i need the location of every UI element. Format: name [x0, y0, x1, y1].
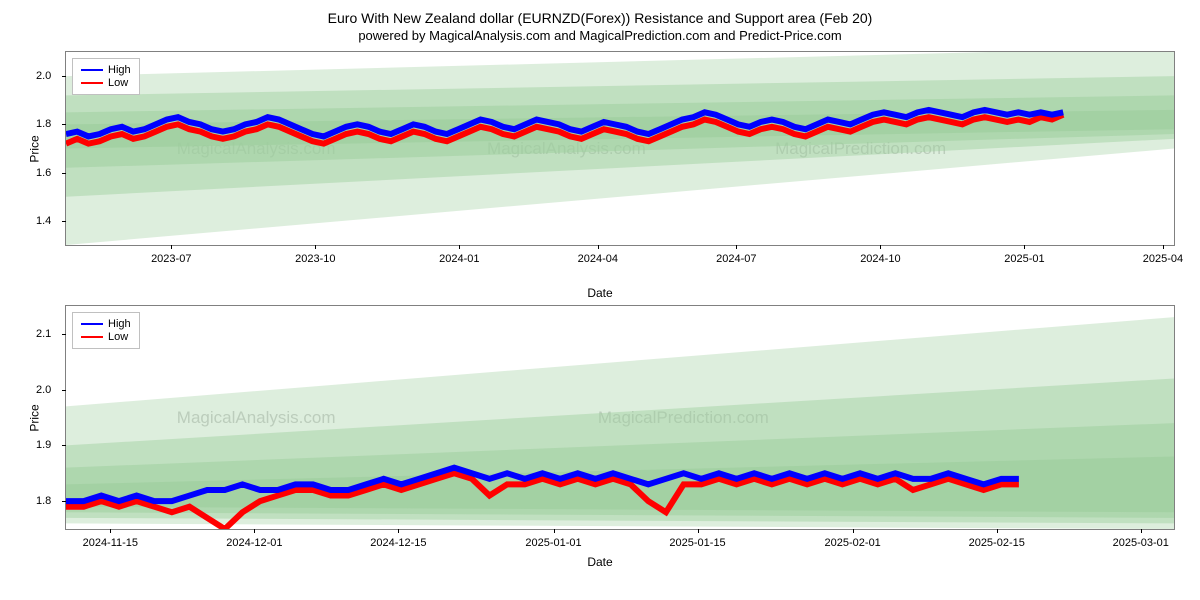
y-tick-label: 1.6	[36, 167, 51, 179]
y-tick-label: 1.8	[36, 118, 51, 130]
x-tick-label: 2025-02-01	[825, 537, 881, 549]
chart-panel-2: High Low MagicalAnalysis.com MagicalPred…	[65, 305, 1175, 530]
x-tick-label: 2024-12-15	[370, 537, 426, 549]
x-tick-label: 2024-07	[716, 253, 756, 265]
legend-low-2: Low	[81, 331, 131, 343]
x-tick-label: 2025-03-01	[1113, 537, 1169, 549]
x-tick-label: 2025-01-15	[669, 537, 725, 549]
chart-panel-1: High Low MagicalAnalysis.com MagicalAnal…	[65, 51, 1175, 246]
x-tick-label: 2024-04	[578, 253, 618, 265]
x-tick-label: 2025-02-15	[969, 537, 1025, 549]
plot-svg-1	[66, 52, 1174, 245]
legend-high: High	[81, 64, 131, 76]
legend-low: Low	[81, 77, 131, 89]
chart-subtitle: powered by MagicalAnalysis.com and Magic…	[10, 28, 1190, 43]
x-tick-label: 2024-11-15	[83, 537, 138, 549]
legend-high-label-2: High	[108, 318, 131, 330]
chart-title: Euro With New Zealand dollar (EURNZD(For…	[10, 10, 1190, 26]
x-tick-label: 2025-01-01	[525, 537, 581, 549]
legend-box-2: High Low	[72, 312, 140, 349]
legend-low-swatch-2	[81, 336, 103, 338]
legend-high-swatch	[81, 69, 103, 71]
y-tick-label: 1.9	[36, 439, 51, 451]
y-axis-label-2: Price	[28, 404, 42, 431]
y-tick-label: 2.1	[36, 328, 51, 340]
legend-high-2: High	[81, 318, 131, 330]
x-axis-label-1: Date	[10, 286, 1190, 300]
y-tick-label: 2.0	[36, 384, 51, 396]
x-tick-label: 2025-04	[1143, 253, 1183, 265]
y-tick-label: 1.4	[36, 215, 51, 227]
y-tick-label: 2.0	[36, 70, 51, 82]
legend-low-label: Low	[108, 77, 128, 89]
x-axis-label-2: Date	[10, 555, 1190, 569]
plot-svg-2	[66, 306, 1174, 529]
x-tick-label: 2025-01	[1004, 253, 1044, 265]
y-tick-label: 1.8	[36, 495, 51, 507]
legend-low-swatch	[81, 82, 103, 84]
x-tick-label: 2024-10	[860, 253, 900, 265]
legend-high-swatch-2	[81, 323, 103, 325]
x-tick-label: 2024-12-01	[226, 537, 282, 549]
legend-high-label: High	[108, 64, 131, 76]
x-tick-label: 2024-01	[439, 253, 479, 265]
legend-box: High Low	[72, 58, 140, 95]
y-axis-label-1: Price	[28, 135, 42, 162]
x-tick-label: 2023-07	[151, 253, 191, 265]
x-tick-label: 2023-10	[295, 253, 335, 265]
legend-low-label-2: Low	[108, 331, 128, 343]
